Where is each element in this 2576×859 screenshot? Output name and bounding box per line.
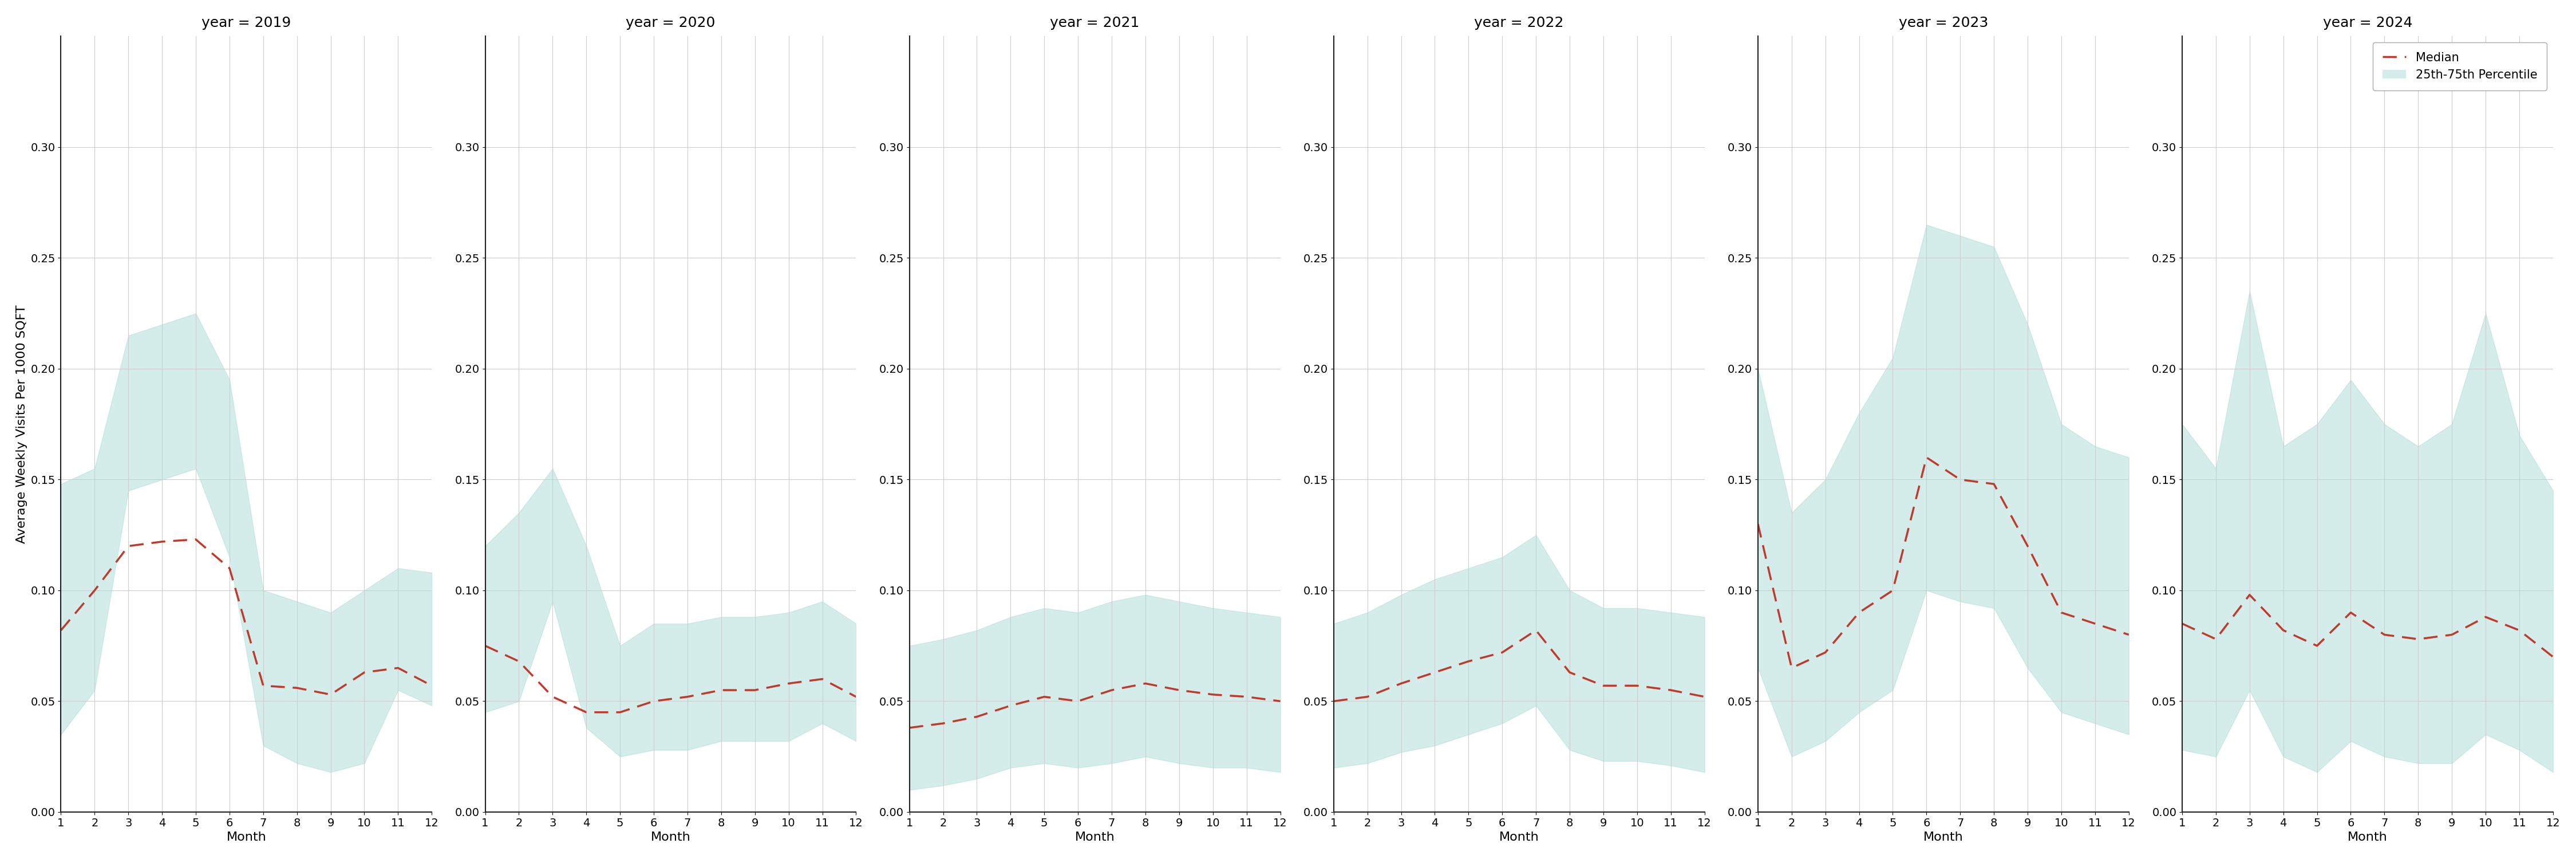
Median (2437, 630, 2468, 640)
Median (2200, 634, 2231, 644)
Median (1028, 691, 1059, 702)
Line: Median: Median (484, 646, 855, 712)
Median (1945, 474, 1976, 484)
Median (348, 667, 379, 678)
Median (639, 696, 670, 706)
Median (417, 680, 448, 691)
Median (1587, 680, 1618, 691)
Median (1656, 685, 1687, 695)
Median (2045, 607, 2076, 618)
Median (1198, 690, 1229, 700)
Median (2166, 618, 2197, 629)
Median (1878, 585, 1909, 595)
Median (1690, 691, 1721, 702)
Median (739, 685, 770, 695)
Title: year = 2019: year = 2019 (201, 16, 291, 30)
Median (894, 722, 925, 733)
Median (840, 691, 871, 702)
Line: Median: Median (1334, 631, 1705, 701)
Median (773, 679, 804, 689)
X-axis label: Month: Month (1074, 832, 1115, 843)
Median (994, 700, 1025, 710)
Median (1777, 663, 1808, 673)
Median (1097, 685, 1128, 695)
Median (1741, 519, 1772, 529)
Median (672, 691, 703, 702)
Legend: Median, 25th-75th Percentile: Median, 25th-75th Percentile (2372, 42, 2548, 90)
Title: year = 2022: year = 2022 (1473, 16, 1564, 30)
Title: year = 2024: year = 2024 (2324, 16, 2411, 30)
X-axis label: Month: Month (2347, 832, 2388, 843)
Median (1911, 452, 1942, 462)
Median (1265, 696, 1296, 706)
Median (2112, 630, 2143, 640)
Median (538, 691, 569, 702)
Median (2267, 625, 2298, 636)
Median (1978, 478, 2009, 489)
Title: year = 2020: year = 2020 (626, 16, 716, 30)
Title: year = 2021: year = 2021 (1051, 16, 1139, 30)
Median (706, 685, 737, 695)
Median (1520, 625, 1551, 636)
Median (281, 683, 312, 693)
Line: Median: Median (62, 539, 433, 695)
Median (1319, 696, 1350, 706)
Y-axis label: Average Weekly Visits Per 1000 SQFT: Average Weekly Visits Per 1000 SQFT (15, 305, 28, 544)
Median (1352, 691, 1383, 702)
Median (502, 656, 533, 667)
Median (1061, 696, 1092, 706)
Median (2370, 630, 2401, 640)
Median (1623, 680, 1654, 691)
Median (961, 711, 992, 722)
Median (1486, 648, 1517, 658)
X-axis label: Month: Month (227, 832, 265, 843)
Median (1231, 691, 1262, 702)
Median (2470, 612, 2501, 622)
Median (806, 673, 837, 684)
Title: year = 2023: year = 2023 (1899, 16, 1989, 30)
Median (1164, 685, 1195, 695)
Median (1419, 667, 1450, 678)
Median (572, 707, 603, 717)
Line: Median: Median (1757, 457, 2128, 668)
X-axis label: Month: Month (652, 832, 690, 843)
Median (113, 541, 144, 551)
Median (1811, 648, 1842, 658)
Median (1131, 679, 1162, 689)
Median (1553, 667, 1584, 678)
Median (2336, 607, 2367, 618)
Median (2537, 652, 2568, 662)
Median (2079, 618, 2110, 629)
Median (2012, 541, 2043, 551)
Median (1453, 656, 1484, 667)
Median (2403, 634, 2434, 644)
Median (2300, 641, 2331, 651)
Median (80, 585, 111, 595)
Median (2504, 625, 2535, 636)
Median (605, 707, 636, 717)
Median (1386, 679, 1417, 689)
Median (314, 690, 345, 700)
Median (247, 680, 278, 691)
Median (469, 641, 500, 651)
Line: Median: Median (2182, 594, 2553, 657)
X-axis label: Month: Month (1499, 832, 1538, 843)
Median (180, 534, 211, 545)
Line: Median: Median (909, 684, 1280, 728)
Median (2233, 589, 2264, 600)
Median (927, 718, 958, 728)
X-axis label: Month: Month (1924, 832, 1963, 843)
Median (147, 537, 178, 547)
Median (46, 625, 77, 636)
Median (214, 563, 245, 573)
Median (1844, 607, 1875, 618)
Median (384, 663, 415, 673)
